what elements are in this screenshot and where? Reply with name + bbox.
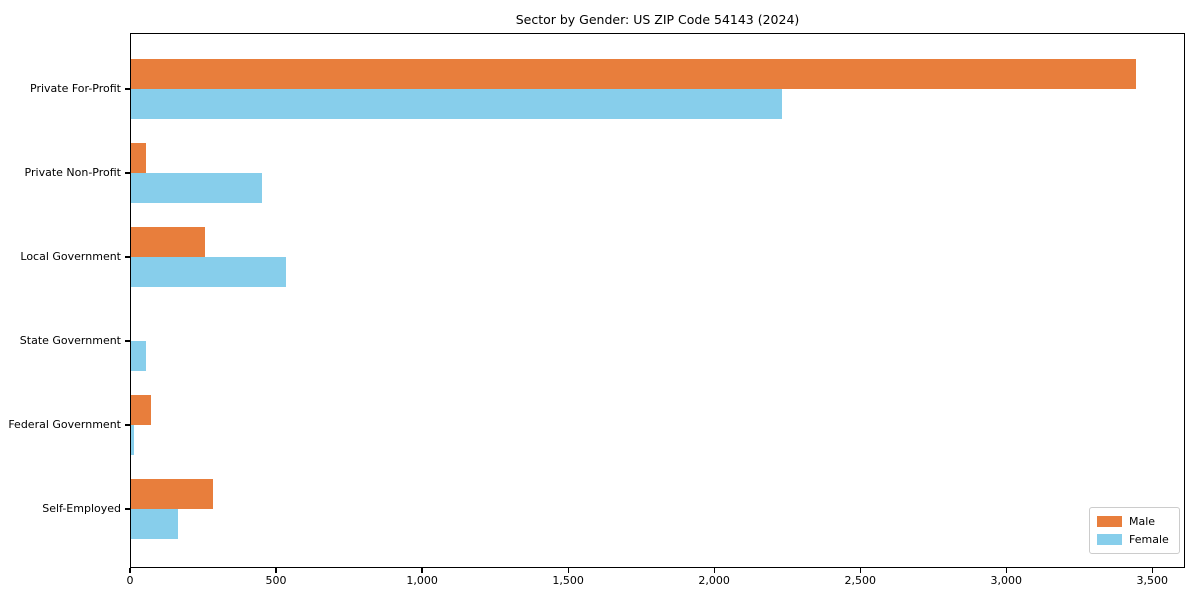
x-axis-tick-label: 3,500 <box>1136 574 1169 587</box>
legend: Male Female <box>1089 507 1180 554</box>
bar-male <box>131 142 146 173</box>
x-tick <box>1005 568 1007 573</box>
x-tick <box>859 568 861 573</box>
legend-item: Male <box>1097 515 1172 528</box>
legend-item: Female <box>1097 533 1172 546</box>
bar-female <box>131 172 263 203</box>
legend-swatch-female <box>1097 534 1122 545</box>
x-axis-tick-label: 2,500 <box>844 574 876 587</box>
y-tick <box>125 508 130 510</box>
x-tick <box>567 568 569 573</box>
legend-label: Female <box>1129 533 1169 546</box>
y-axis-label: Private For-Profit <box>30 82 121 95</box>
legend-label: Male <box>1129 515 1156 528</box>
bar-male <box>131 394 152 425</box>
x-tick <box>275 568 277 573</box>
bar-male <box>131 478 213 509</box>
y-axis-label: State Government <box>19 334 121 347</box>
plot-area <box>130 33 1185 568</box>
y-tick <box>125 88 130 90</box>
bar-male <box>131 58 1136 89</box>
x-axis-tick-label: 1,500 <box>552 574 584 587</box>
x-tick <box>713 568 715 573</box>
bar-male <box>131 226 206 257</box>
y-axis-label: Private Non-Profit <box>24 166 121 179</box>
y-tick <box>125 172 130 174</box>
bar-female <box>131 424 134 455</box>
y-axis-label: Self-Employed <box>42 502 121 515</box>
y-axis-label: Federal Government <box>8 418 121 431</box>
x-axis-tick-label: 1,000 <box>406 574 438 587</box>
x-tick <box>129 568 131 573</box>
y-axis-label: Local Government <box>20 250 121 263</box>
bar-female <box>131 88 783 119</box>
bar-female <box>131 508 178 539</box>
chart-title: Sector by Gender: US ZIP Code 54143 (202… <box>515 12 800 27</box>
x-axis-tick-label: 2,000 <box>698 574 730 587</box>
y-tick <box>125 256 130 258</box>
x-tick <box>1151 568 1153 573</box>
legend-swatch-male <box>1097 516 1122 527</box>
bar-female <box>131 256 286 287</box>
x-axis-tick-label: 0 <box>126 574 134 587</box>
y-tick <box>125 340 130 342</box>
x-tick <box>421 568 423 573</box>
bar-female <box>131 340 146 371</box>
x-axis-tick-label: 500 <box>265 574 287 587</box>
x-axis-tick-label: 3,000 <box>990 574 1022 587</box>
y-tick <box>125 424 130 426</box>
